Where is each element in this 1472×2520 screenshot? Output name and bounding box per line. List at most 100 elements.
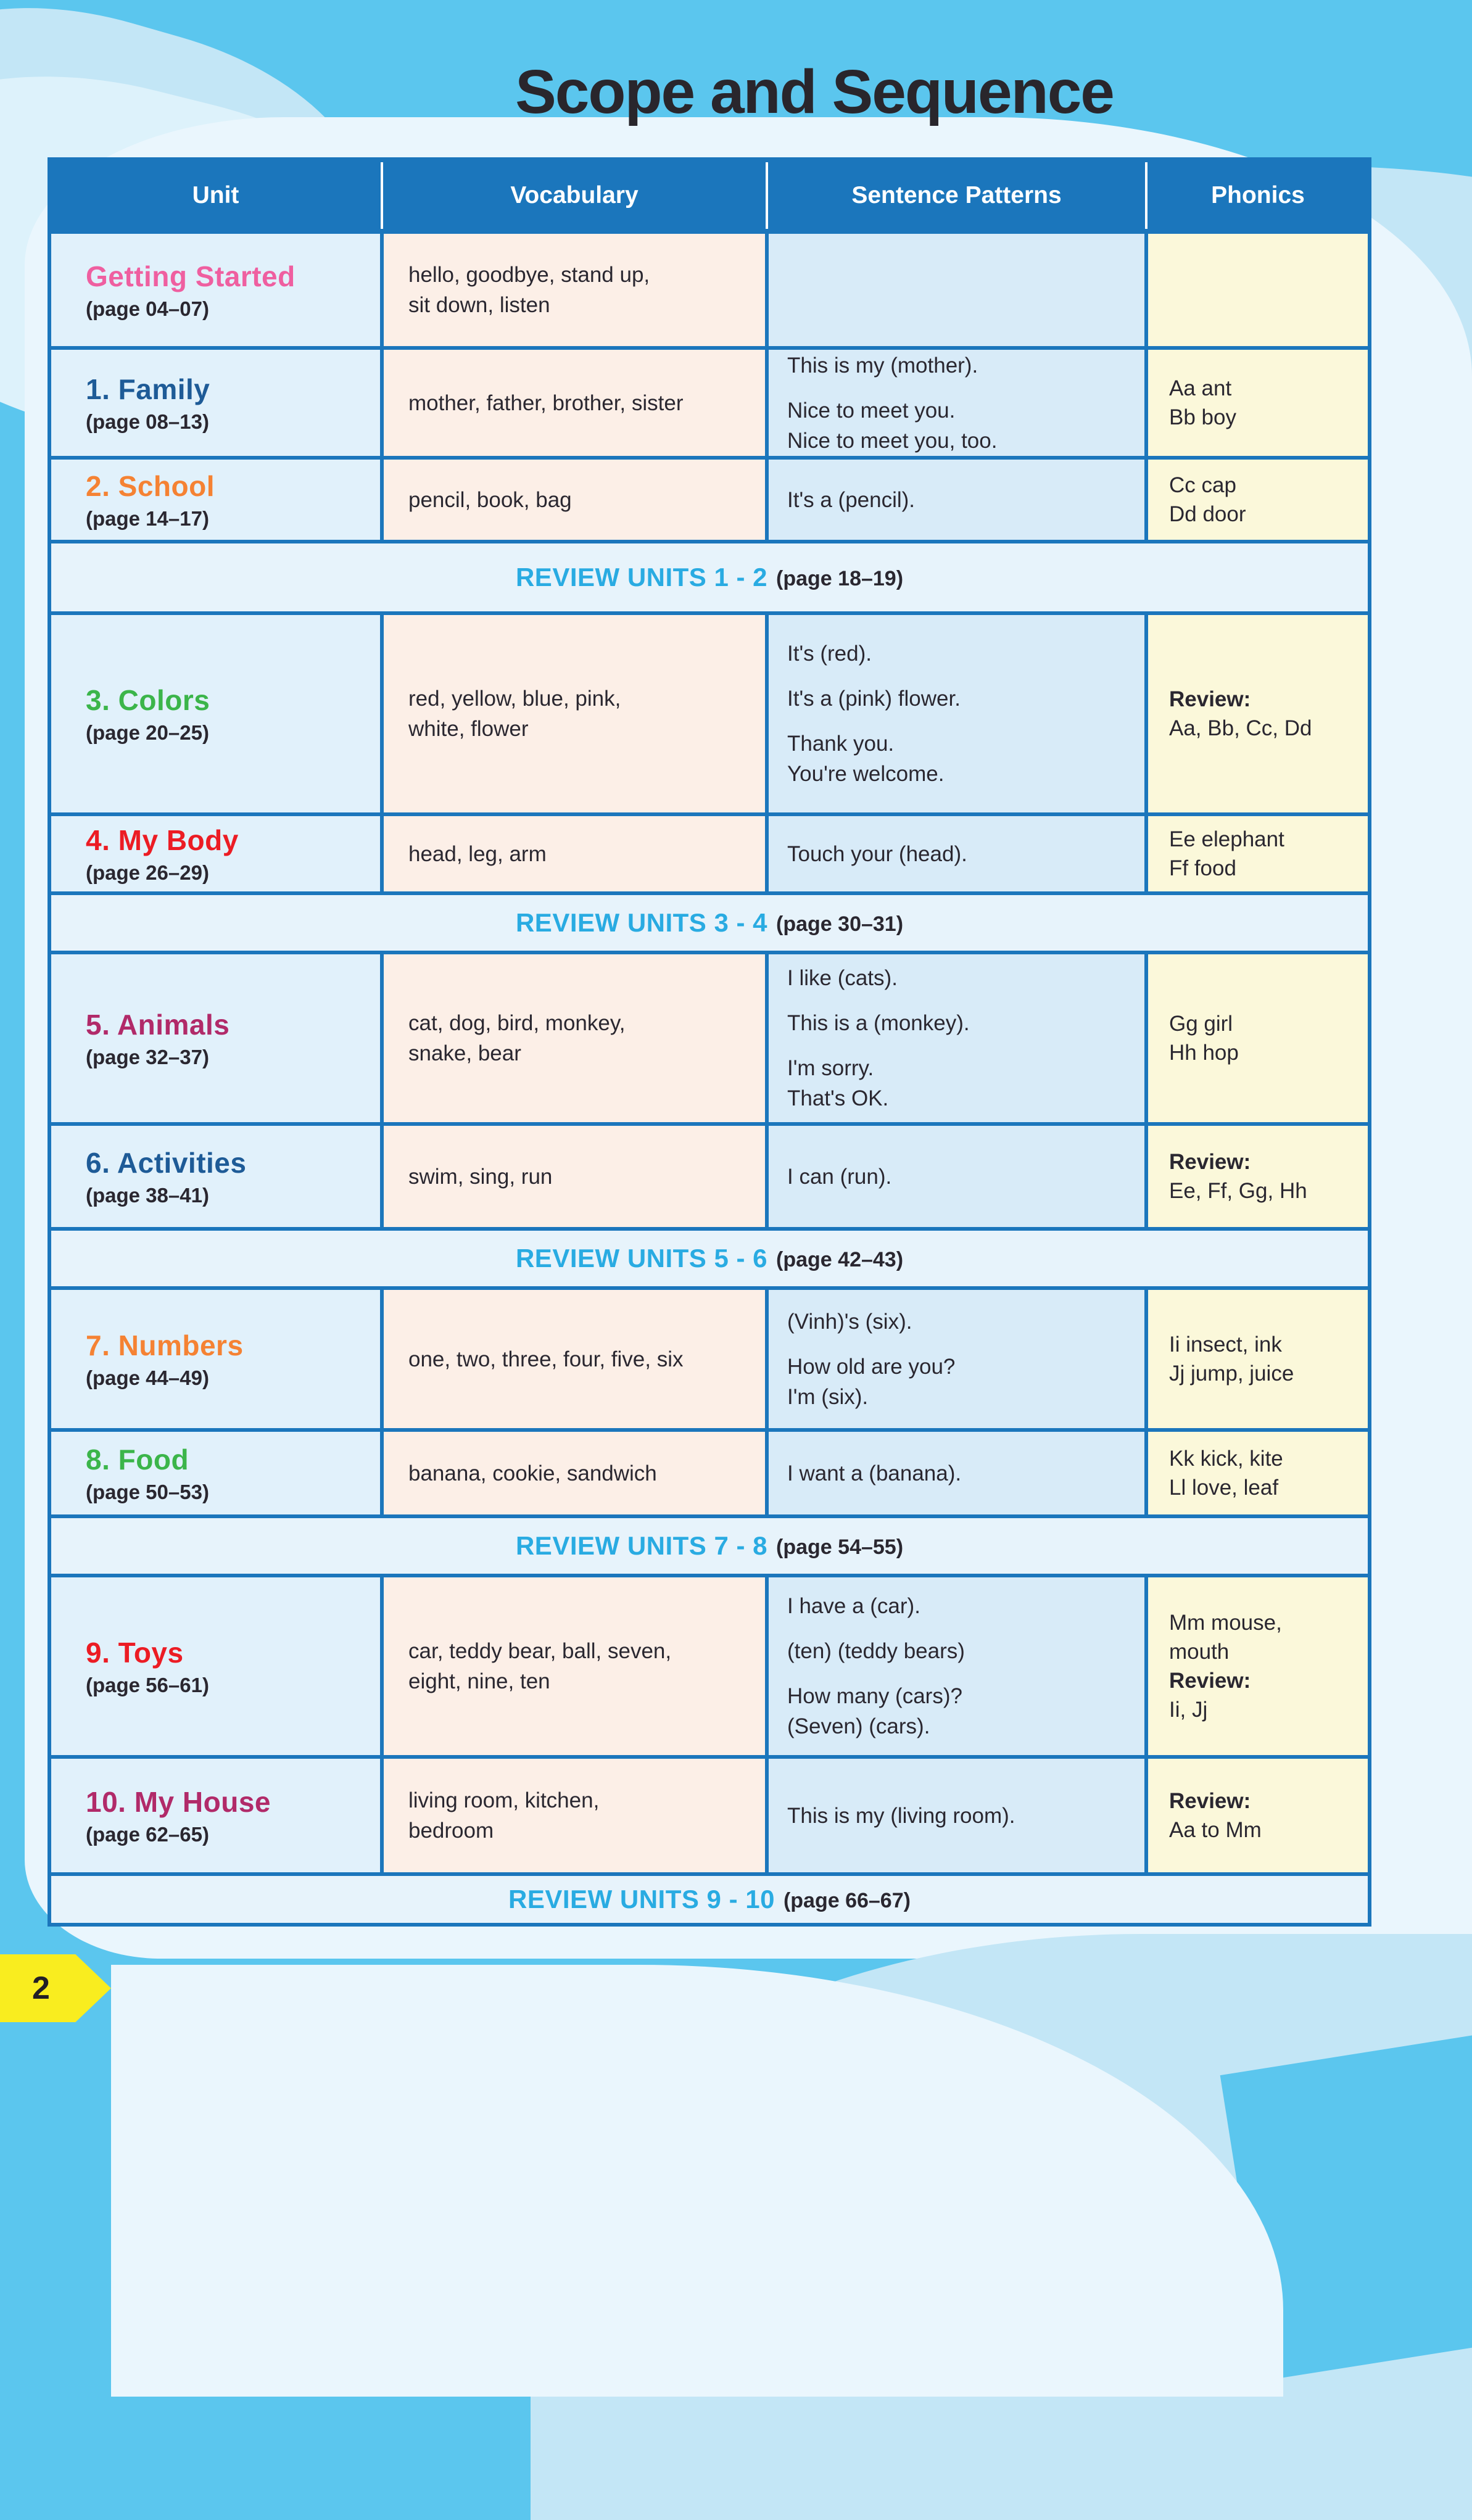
table-row: 9. Toys (page 56–61) car, teddy bear, ball…	[51, 1577, 1368, 1755]
sentence-group: How many (cars)? (Seven) (cars).	[787, 1681, 1139, 1741]
sentence-line: I want a (banana).	[787, 1461, 962, 1485]
sentence-line: I have a (car).	[787, 1594, 920, 1618]
sentence-patterns-cell: I have a (car). (ten) (teddy bears) How ma…	[769, 1577, 1144, 1755]
page-number-tab: 2	[0, 1954, 111, 2022]
sentence-patterns-cell: I like (cats). This is a (monkey). I'm sor…	[769, 954, 1144, 1122]
unit-page-range: (page 04–07)	[86, 297, 209, 320]
phonics-cell	[1148, 234, 1368, 346]
scope-and-sequence-table: Unit Vocabulary Sentence Patterns Phonics G…	[48, 157, 1371, 1927]
unit-title: 3. Colors	[86, 684, 210, 716]
table-row: 10. My House (page 62–65) living room, kit…	[51, 1759, 1368, 1872]
table-row: 2. School (page 14–17) pencil, book, bag It…	[51, 460, 1368, 540]
unit-page-range: (page 56–61)	[86, 1673, 209, 1696]
sentence-line: It's (red).	[787, 642, 872, 666]
phonics-line: Bb boy	[1169, 405, 1236, 429]
unit-title: 5. Animals	[86, 1008, 230, 1041]
vocabulary-line: pencil, book, bag	[408, 487, 572, 512]
vocabulary-line: red, yellow, blue, pink,	[408, 687, 621, 711]
sentence-group: This is a (monkey).	[787, 1008, 1139, 1038]
table-row: Getting Started (page 04–07) hello, goodby…	[51, 234, 1368, 346]
vocabulary-line: head, leg, arm	[408, 841, 547, 866]
phonics-cell: Review: Aa to Mm	[1148, 1759, 1368, 1872]
unit-cell: 9. Toys (page 56–61)	[51, 1577, 380, 1755]
unit-title: 8. Food	[86, 1443, 189, 1476]
vocabulary-line: hello, goodbye, stand up,	[408, 263, 650, 287]
sentence-line: How old are you?	[787, 1354, 956, 1379]
review-units-label: REVIEW UNITS 7 - 8	[515, 1531, 768, 1560]
unit-title: 7. Numbers	[86, 1329, 244, 1361]
sentence-line: It's a (pink) flower.	[787, 687, 961, 711]
sentence-patterns-cell: It's (red). It's a (pink) flower. Thank yo…	[769, 615, 1144, 812]
unit-title: 9. Toys	[86, 1636, 184, 1669]
table-row: 5. Animals (page 32–37) cat, dog, bird, mo…	[51, 954, 1368, 1122]
table-row: 6. Activities (page 38–41) swim, sing, run…	[51, 1126, 1368, 1227]
unit-page-range: (page 14–17)	[86, 506, 209, 530]
phonics-line: Ll love, leaf	[1169, 1476, 1279, 1500]
table-row: 1. Family (page 08–13) mother, father, bro…	[51, 350, 1368, 456]
vocabulary-line: bedroom	[408, 1819, 494, 1843]
review-page-range: (page 54–55)	[776, 1535, 904, 1559]
sentence-patterns-cell	[769, 234, 1144, 346]
table-row: 3. Colors (page 20–25) red, yellow, blue, …	[51, 615, 1368, 812]
unit-cell: 4. My Body (page 26–29)	[51, 816, 380, 891]
unit-page-range: (page 08–13)	[86, 410, 209, 433]
review-page-range: (page 42–43)	[776, 1247, 904, 1271]
unit-title: 4. My Body	[86, 824, 239, 856]
phonics-cell: Review: Ee, Ff, Gg, Hh	[1148, 1126, 1368, 1227]
sentence-group: (Vinh)'s (six).	[787, 1307, 1139, 1337]
vocabulary-line: car, teddy bear, ball, seven,	[408, 1639, 672, 1663]
unit-cell: 8. Food (page 50–53)	[51, 1432, 380, 1514]
review-units-label: REVIEW UNITS 1 - 2	[515, 563, 768, 592]
vocabulary-cell: living room, kitchen, bedroom	[384, 1759, 765, 1872]
phonics-line: Ii, Jj	[1169, 1698, 1208, 1722]
phonics-review-label: Review:	[1169, 1788, 1251, 1813]
phonics-cell: Mm mouse, mouth Review: Ii, Jj	[1148, 1577, 1368, 1755]
sentence-line: (ten) (teddy bears)	[787, 1639, 965, 1663]
vocabulary-cell: banana, cookie, sandwich	[384, 1432, 765, 1514]
unit-page-range: (page 26–29)	[86, 861, 209, 884]
review-band: REVIEW UNITS 5 - 6 (page 42–43)	[51, 1231, 1368, 1286]
unit-page-range: (page 38–41)	[86, 1183, 209, 1207]
unit-cell: 2. School (page 14–17)	[51, 460, 380, 540]
phonics-cell: Aa ant Bb boy	[1148, 350, 1368, 456]
phonics-cell: Kk kick, kite Ll love, leaf	[1148, 1432, 1368, 1514]
phonics-line: mouth	[1169, 1639, 1230, 1664]
phonics-line: Ee elephant	[1169, 827, 1284, 851]
sentence-line: I'm sorry.	[787, 1056, 874, 1080]
sentence-group: Thank you. You're welcome.	[787, 729, 1139, 789]
sentence-patterns-cell: I want a (banana).	[769, 1432, 1144, 1514]
vocabulary-cell: red, yellow, blue, pink, white, flower	[384, 615, 765, 812]
sentence-group: I can (run).	[787, 1162, 1139, 1192]
unit-title: 2. School	[86, 469, 215, 502]
review-band: REVIEW UNITS 9 - 10 (page 66–67)	[51, 1876, 1368, 1923]
vocabulary-line: mother, father, brother, sister	[408, 390, 684, 415]
unit-cell: 3. Colors (page 20–25)	[51, 615, 380, 812]
phonics-line: Ii insect, ink	[1169, 1332, 1282, 1357]
vocabulary-line: banana, cookie, sandwich	[408, 1461, 657, 1485]
sentence-patterns-cell: This is my (living room).	[769, 1759, 1144, 1872]
review-units-label: REVIEW UNITS 5 - 6	[515, 1244, 768, 1273]
unit-page-range: (page 20–25)	[86, 721, 209, 744]
review-page-range: (page 18–19)	[776, 566, 904, 590]
review-row: REVIEW UNITS 5 - 6 (page 42–43)	[51, 1231, 1368, 1286]
sentence-patterns-cell: This is my (mother). Nice to meet you. Nic…	[769, 350, 1144, 456]
sentence-line: You're welcome.	[787, 762, 945, 786]
column-header-unit: Unit	[51, 161, 380, 230]
unit-title: 10. My House	[86, 1785, 271, 1818]
vocabulary-line: snake, bear	[408, 1041, 521, 1065]
table-row: 4. My Body (page 26–29) head, leg, arm Touc…	[51, 816, 1368, 891]
phonics-cell: Ii insect, ink Jj jump, juice	[1148, 1290, 1368, 1428]
phonics-cell: Review: Aa, Bb, Cc, Dd	[1148, 615, 1368, 812]
sentence-patterns-cell: I can (run).	[769, 1126, 1144, 1227]
vocabulary-cell: hello, goodbye, stand up, sit down, liste…	[384, 234, 765, 346]
sentence-group: This is my (mother).	[787, 350, 1139, 381]
review-band: REVIEW UNITS 7 - 8 (page 54–55)	[51, 1518, 1368, 1574]
unit-cell: 7. Numbers (page 44–49)	[51, 1290, 380, 1428]
phonics-line: Cc cap	[1169, 473, 1236, 497]
sentence-line: (Seven) (cars).	[787, 1714, 930, 1738]
vocabulary-cell: swim, sing, run	[384, 1126, 765, 1227]
vocabulary-line: one, two, three, four, five, six	[408, 1347, 684, 1371]
column-header-vocabulary: Vocabulary	[381, 161, 765, 230]
unit-page-range: (page 62–65)	[86, 1822, 209, 1846]
phonics-line: Hh hop	[1169, 1041, 1239, 1065]
